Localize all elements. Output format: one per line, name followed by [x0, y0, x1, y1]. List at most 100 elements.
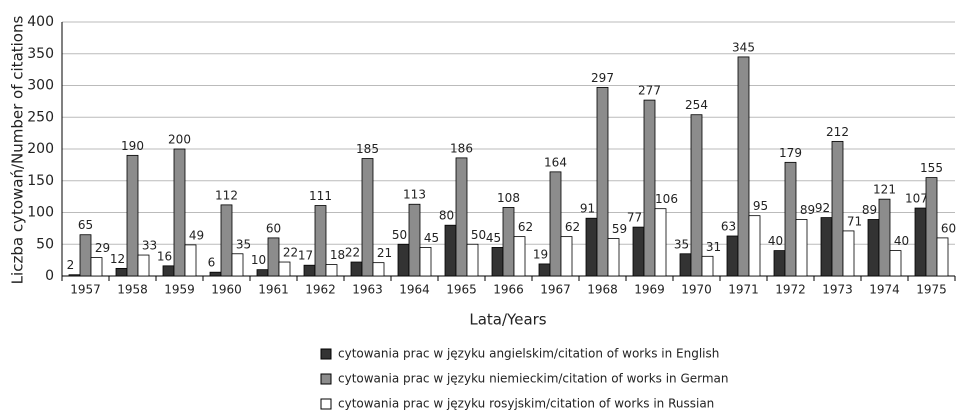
bar — [867, 219, 880, 277]
legend-swatch — [320, 348, 332, 360]
bar — [889, 250, 902, 277]
bar — [690, 114, 703, 277]
bar — [748, 215, 761, 277]
data-label: 12 — [110, 252, 125, 266]
bar — [303, 264, 316, 277]
data-label: 45 — [424, 231, 439, 245]
data-label: 121 — [873, 183, 896, 197]
bar — [701, 255, 714, 277]
data-label: 92 — [815, 201, 830, 215]
bar — [914, 207, 927, 277]
bar — [538, 263, 551, 277]
data-label: 59 — [612, 222, 627, 236]
bar — [795, 219, 808, 277]
x-tick-label: 1967 — [540, 283, 571, 297]
bar — [267, 237, 280, 277]
bar — [925, 177, 938, 277]
x-tick-label: 1964 — [399, 283, 430, 297]
legend-label: cytowania prac w języku rosyjskim/citati… — [338, 397, 714, 410]
bar — [643, 99, 656, 277]
data-label: 95 — [753, 199, 768, 213]
y-tick-label: 150 — [27, 173, 54, 189]
data-label: 62 — [565, 220, 580, 234]
data-label: 40 — [894, 234, 909, 248]
data-label: 18 — [330, 248, 345, 262]
data-label: 345 — [732, 40, 755, 54]
data-label: 49 — [189, 228, 204, 242]
data-label: 29 — [95, 241, 110, 255]
bar — [173, 148, 186, 277]
bar — [68, 274, 81, 277]
bar — [314, 205, 327, 277]
x-tick-label: 1973 — [822, 283, 853, 297]
bar — [408, 203, 421, 277]
data-label: 108 — [497, 191, 520, 205]
x-tick-label: 1965 — [446, 283, 477, 297]
y-tick-label: 200 — [27, 141, 54, 157]
data-label: 19 — [533, 247, 548, 261]
y-tick-label: 50 — [36, 236, 54, 252]
x-tick-label: 1975 — [916, 283, 947, 297]
data-label: 77 — [627, 211, 642, 225]
bar — [278, 261, 291, 277]
bar — [842, 230, 855, 277]
bar — [773, 250, 786, 277]
y-tick-label: 350 — [27, 46, 54, 62]
x-tick-label: 1968 — [587, 283, 618, 297]
bar — [607, 238, 620, 277]
x-tick-label: 1970 — [681, 283, 712, 297]
data-label: 33 — [142, 239, 157, 253]
bar — [361, 158, 374, 277]
bar — [372, 262, 385, 277]
bar — [455, 157, 468, 277]
data-label: 62 — [518, 220, 533, 234]
bar — [878, 198, 891, 277]
bar — [209, 271, 222, 277]
data-label: 10 — [251, 253, 266, 267]
data-label: 50 — [471, 228, 486, 242]
y-tick-label: 300 — [27, 78, 54, 94]
legend-swatch — [320, 398, 332, 410]
data-label: 254 — [685, 98, 708, 112]
data-label: 60 — [266, 221, 281, 235]
data-label: 40 — [768, 234, 783, 248]
data-label: 21 — [377, 246, 392, 260]
data-label: 155 — [920, 161, 943, 175]
bar — [162, 265, 175, 277]
x-tick-label: 1972 — [775, 283, 806, 297]
bar — [831, 140, 844, 277]
x-tick-label: 1966 — [493, 283, 524, 297]
x-tick-label: 1963 — [352, 283, 383, 297]
y-tick-label: 100 — [27, 205, 54, 221]
bar — [90, 257, 103, 277]
data-label: 111 — [309, 189, 332, 203]
y-tick-label: 400 — [27, 14, 54, 30]
data-label: 22 — [283, 246, 298, 260]
data-label: 185 — [356, 142, 379, 156]
x-tick-label: 1971 — [728, 283, 759, 297]
bar — [126, 154, 139, 277]
data-label: 186 — [450, 141, 473, 155]
x-tick-label: 1959 — [164, 283, 195, 297]
data-label: 16 — [157, 249, 172, 263]
bar — [350, 261, 363, 277]
bar — [726, 235, 739, 277]
data-label: 89 — [862, 203, 877, 217]
bar — [220, 204, 233, 277]
data-label: 107 — [905, 192, 928, 206]
data-label: 113 — [403, 188, 426, 202]
data-label: 89 — [800, 203, 815, 217]
data-label: 71 — [847, 214, 862, 228]
data-label: 35 — [674, 237, 689, 251]
bar — [79, 234, 92, 277]
bar — [419, 247, 432, 277]
bar — [513, 236, 526, 277]
data-label: 212 — [826, 125, 849, 139]
legend-swatch — [320, 373, 332, 385]
bar — [137, 254, 150, 277]
data-label: 65 — [78, 218, 93, 232]
y-axis-label: Liczba cytowań/Number of citations — [9, 16, 27, 285]
x-axis-label: Lata/Years — [469, 311, 546, 329]
data-label: 60 — [941, 221, 956, 235]
